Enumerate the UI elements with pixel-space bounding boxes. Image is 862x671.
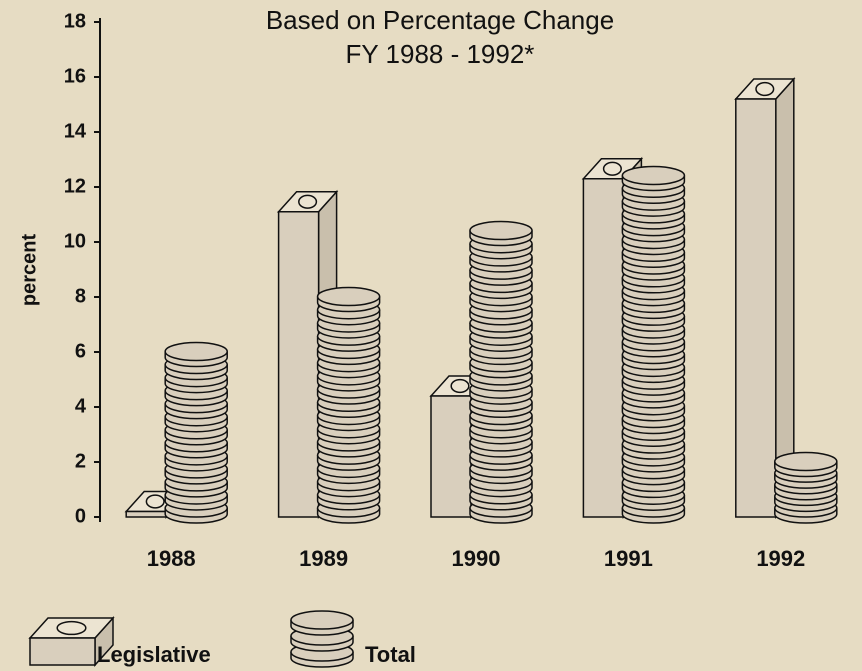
chart-title: Based on Percentage Change (266, 5, 614, 35)
legend-label: Legislative (97, 642, 211, 667)
y-tick-label: 4 (75, 395, 87, 417)
y-tick-label: 2 (75, 450, 86, 472)
legend: Legislative Total (30, 611, 416, 667)
bar (583, 179, 623, 517)
money-bar (736, 79, 794, 517)
legend-symbol (291, 611, 353, 667)
coin-stack (775, 453, 837, 524)
coin-stack (318, 288, 380, 524)
y-tick-label: 10 (64, 230, 86, 252)
y-axis-label: percent (18, 234, 40, 307)
coin-face (470, 222, 532, 240)
coin-stack (470, 222, 532, 523)
bar (279, 212, 319, 517)
coin-stack (165, 343, 227, 524)
y-tick-label: 0 (75, 505, 86, 527)
y-tick-label: 8 (75, 285, 86, 307)
bar (736, 99, 776, 517)
coin-face (318, 288, 380, 306)
x-tick-label: 1992 (756, 546, 805, 571)
chart: Based on Percentage Change FY 1988 - 199… (0, 0, 862, 671)
y-tick-label: 14 (64, 120, 87, 142)
y-tick-label: 16 (64, 65, 86, 87)
y-tick-label: 6 (75, 340, 86, 362)
bar-side (776, 79, 794, 517)
coin-face (622, 167, 684, 185)
y-tick-label: 18 (64, 10, 86, 32)
coin-face (775, 453, 837, 471)
chart-subtitle: FY 1988 - 1992* (346, 39, 535, 69)
y-tick-label: 12 (64, 175, 86, 197)
legend-label: Total (365, 642, 416, 667)
x-tick-label: 1989 (299, 546, 348, 571)
x-tick-label: 1990 (452, 546, 501, 571)
bar (126, 512, 166, 518)
coin-stack (622, 167, 684, 524)
bar (431, 396, 471, 517)
x-tick-label: 1991 (604, 546, 653, 571)
legend-bar (30, 638, 95, 665)
coin-face (165, 343, 227, 361)
coin-face (291, 611, 353, 629)
x-tick-label: 1988 (147, 546, 196, 571)
